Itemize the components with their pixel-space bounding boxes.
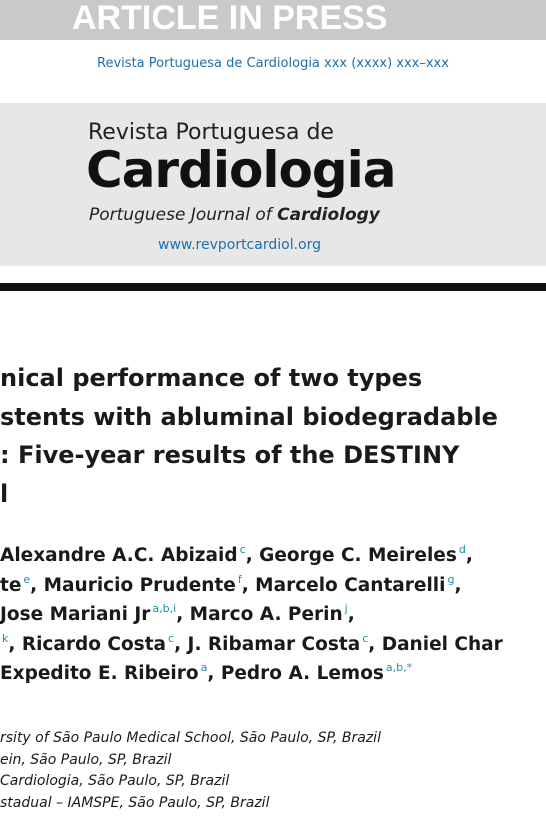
author-name: , Marcelo Cantarelli [241, 574, 446, 596]
title-line: l [0, 479, 9, 508]
title-line: nical performance of two types [0, 364, 423, 392]
affiliation-mark: c [362, 631, 369, 645]
author-name: , [347, 604, 355, 625]
affiliation-mark: a,b,* [385, 661, 413, 674]
author-line: Jose Mariani Jr a,b,i, Marco A. Perin j, [0, 602, 355, 625]
affiliation: rsity of São Paulo Medical School, São P… [0, 730, 381, 746]
affiliation-mark: d [458, 543, 466, 556]
journal-logo: Revista Portuguesa de Cardiologia Portug… [0, 103, 546, 266]
affiliation-mark: g [447, 572, 455, 586]
title-line: : Five-year results of the DESTINY [0, 441, 460, 469]
affiliation-mark: j [344, 602, 348, 615]
author-line: te e, Mauricio Prudente f, Marcelo Cantare… [0, 573, 461, 596]
affiliation: ein, São Paulo, SP, Brazil [0, 751, 172, 768]
banner: ARTICLE IN PRESS [0, 0, 546, 40]
author-line: Expedito E. Ribeiro a, Pedro A. Lemos a,b,… [0, 661, 412, 684]
author-name: , Mauricio Prudente [30, 574, 236, 596]
author-name: te [0, 574, 22, 596]
title-line: stents with abluminal biodegradable [0, 402, 498, 431]
logo-subtitle-b: Cardiology [277, 205, 380, 225]
author-name: Expedito E. Ribeiro [0, 663, 199, 684]
affiliation-mark: c [239, 543, 246, 556]
affiliation-mark: e [23, 572, 31, 586]
author-name: , Pedro A. Lemos [207, 663, 384, 684]
author-line: k, Ricardo Costa c, J. Ribamar Costa c, Da… [0, 632, 503, 655]
banner-text: ARTICLE IN PRESS [72, 0, 388, 37]
logo-url: www.revportcardiol.org [158, 237, 321, 253]
affiliation: stadual – IAMSPE, São Paulo, SP, Brazil [0, 794, 270, 811]
affiliation-mark: c [168, 631, 175, 645]
logo-subtitle-a: Portuguese Journal of [89, 205, 272, 225]
divider-bar [0, 283, 546, 291]
logo-name: Cardiologia [86, 141, 397, 199]
author-name: , [465, 545, 473, 566]
author-name: Alexandre A.C. Abizaid [0, 545, 238, 566]
author-line: Alexandre A.C. Abizaid c, George C. Meire… [0, 543, 473, 566]
journal-line: Revista Portuguesa de Cardiologia xxx (x… [97, 56, 449, 71]
logo-line: Revista Portuguesa de [88, 120, 334, 145]
affiliation-mark: a,b,i [152, 602, 177, 615]
affiliation: Cardiologia, São Paulo, SP, Brazil [0, 773, 230, 789]
author-name: , Marco A. Perin [176, 604, 343, 625]
author-name: , J. Ribamar Costa [174, 633, 361, 655]
author-name: Jose Mariani Jr [0, 604, 151, 625]
logo-subtitle: Portuguese Journal of Cardiology [89, 205, 380, 225]
affiliation-mark: a [200, 661, 208, 674]
author-name: , [454, 574, 462, 596]
author-name: , George C. Meireles [245, 545, 457, 566]
affiliation-mark: k [2, 631, 9, 645]
author-name: , Daniel Char [368, 633, 503, 655]
author-name: , Ricardo Costa [8, 633, 167, 655]
affiliation-mark: f [237, 572, 242, 586]
